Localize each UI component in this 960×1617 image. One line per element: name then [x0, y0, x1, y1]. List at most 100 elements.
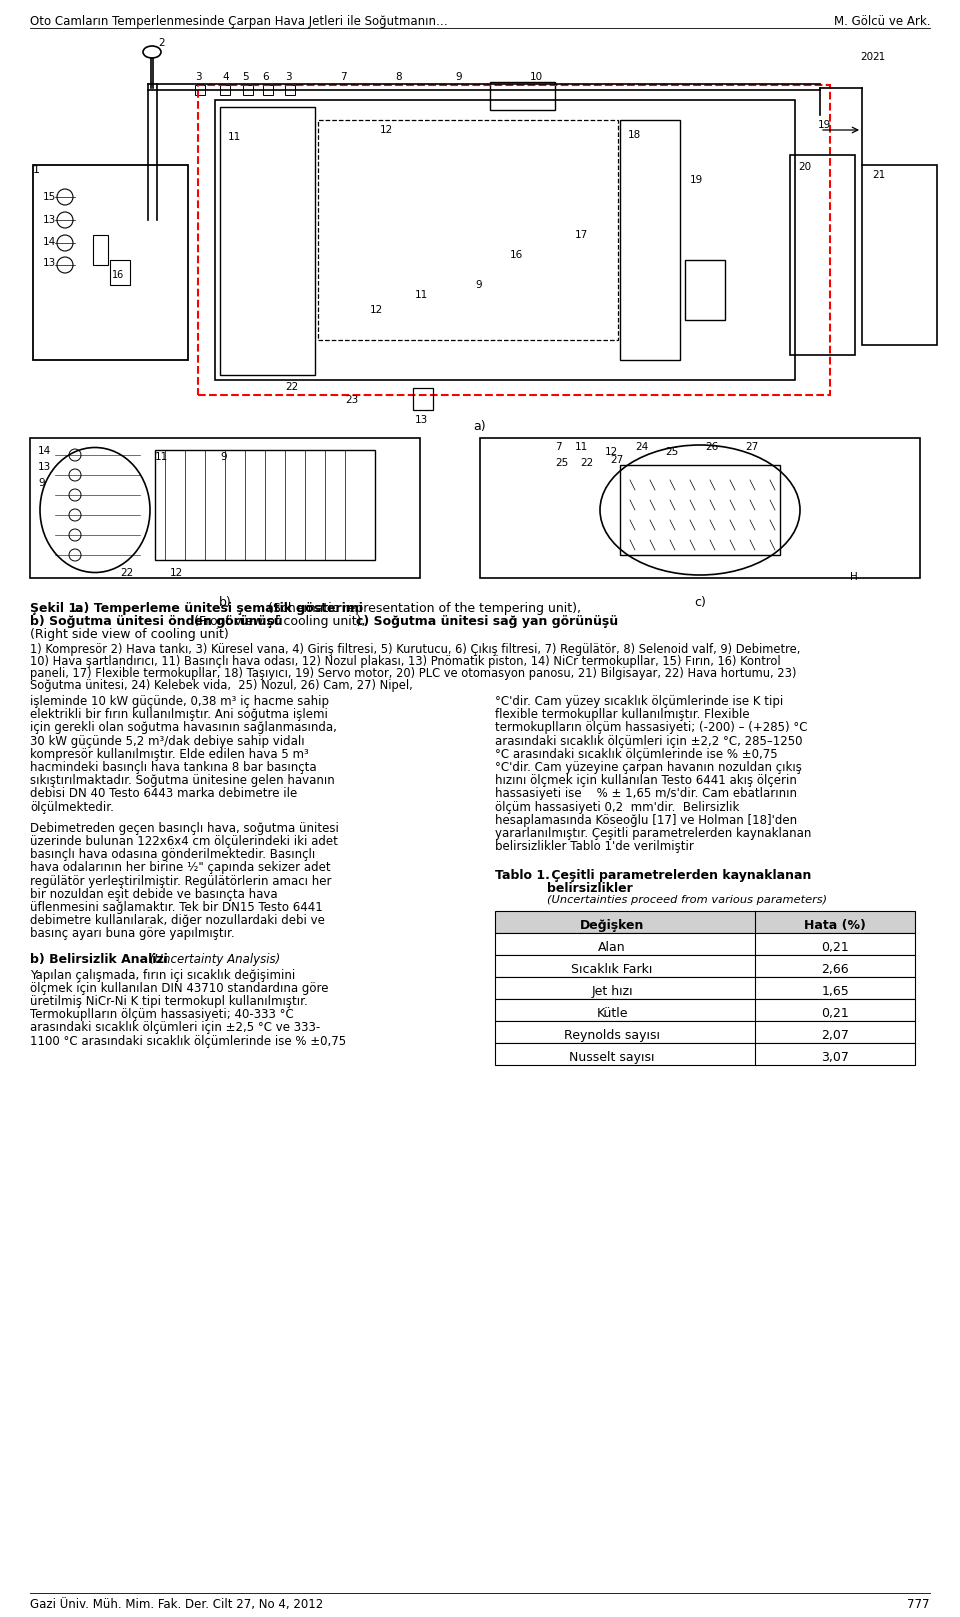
Text: Debimetreden geçen basınçlı hava, soğutma ünitesi: Debimetreden geçen basınçlı hava, soğutm…	[30, 821, 339, 834]
Bar	[33, 165, 188, 361]
Text: 13: 13	[43, 215, 57, 225]
Text: basınçlı hava odasına gönderilmektedir. Basınçlı: basınçlı hava odasına gönderilmektedir. …	[30, 849, 315, 862]
Text: 25: 25	[555, 458, 568, 467]
Text: 4: 4	[222, 73, 228, 82]
Text: 9: 9	[220, 453, 227, 462]
Bar	[862, 165, 937, 344]
Bar	[195, 86, 205, 95]
Text: 2,66: 2,66	[822, 964, 849, 977]
Text: M. Gölcü ve Ark.: M. Gölcü ve Ark.	[833, 15, 930, 27]
Bar	[198, 86, 830, 395]
Text: sıkıştırılmaktadır. Soğutma ünitesine gelen havanın: sıkıştırılmaktadır. Soğutma ünitesine ge…	[30, 775, 335, 787]
Text: 6: 6	[262, 73, 269, 82]
Bar	[413, 388, 433, 411]
Text: 7: 7	[555, 441, 562, 453]
Text: 12: 12	[370, 306, 383, 315]
Text: 16: 16	[112, 270, 124, 280]
Text: 0,21: 0,21	[822, 941, 849, 954]
Text: 22: 22	[580, 458, 593, 467]
Text: 19: 19	[818, 120, 831, 129]
Bar	[790, 155, 855, 356]
Text: 14: 14	[43, 238, 57, 247]
Text: bir nozuldan eşit debide ve basınçta hava: bir nozuldan eşit debide ve basınçta hav…	[30, 888, 277, 901]
Text: 8: 8	[395, 73, 401, 82]
Text: hacmindeki basınçlı hava tankına 8 bar basınçta: hacmindeki basınçlı hava tankına 8 bar b…	[30, 762, 317, 775]
Text: 11: 11	[575, 441, 588, 453]
Text: 1,65: 1,65	[822, 985, 849, 998]
Text: hava odalarının her birine ½" çapında sekizer adet: hava odalarının her birine ½" çapında se…	[30, 862, 330, 875]
Text: °C arasındaki sıcaklık ölçümlerinde ise % ±0,75: °C arasındaki sıcaklık ölçümlerinde ise …	[495, 747, 778, 762]
Text: Çeşitli parametrelerden kaynaklanan: Çeşitli parametrelerden kaynaklanan	[547, 870, 811, 883]
Text: 2: 2	[158, 39, 164, 49]
Text: Oto Camların Temperlenmesinde Çarpan Hava Jetleri ile Soğutmanın…: Oto Camların Temperlenmesinde Çarpan Hav…	[30, 15, 447, 27]
Text: debisi DN 40 Testo 6443 marka debimetre ile: debisi DN 40 Testo 6443 marka debimetre …	[30, 787, 298, 800]
Text: 0,21: 0,21	[822, 1007, 849, 1020]
Text: 16: 16	[510, 251, 523, 260]
Text: °C'dir. Cam yüzey sıcaklık ölçümlerinde ise K tipi: °C'dir. Cam yüzey sıcaklık ölçümlerinde …	[495, 695, 783, 708]
Text: 12: 12	[170, 568, 183, 577]
Text: a) Temperleme ünitesi şematik gösterimi: a) Temperleme ünitesi şematik gösterimi	[75, 602, 363, 614]
Bar	[495, 977, 915, 999]
Text: ölçülmektedir.: ölçülmektedir.	[30, 800, 114, 813]
Bar	[220, 86, 230, 95]
Text: 14: 14	[38, 446, 51, 456]
Bar	[495, 933, 915, 956]
Text: 21: 21	[872, 170, 885, 179]
Text: Yapılan çalışmada, fırın içi sıcaklık değişimini: Yapılan çalışmada, fırın içi sıcaklık de…	[30, 969, 296, 982]
Bar	[495, 1022, 915, 1043]
Bar	[495, 912, 915, 933]
Bar	[480, 438, 920, 577]
Text: üflenmesini sağlamaktır. Tek bir DN15 Testo 6441: üflenmesini sağlamaktır. Tek bir DN15 Te…	[30, 901, 323, 914]
Text: H: H	[850, 572, 857, 582]
Text: 11: 11	[155, 453, 168, 462]
Text: için gerekli olan soğutma havasının sağlanmasında,: için gerekli olan soğutma havasının sağl…	[30, 721, 337, 734]
Text: paneli, 17) Flexible termokupllar, 18) Taşıyıcı, 19) Servo motor, 20) PLC ve oto: paneli, 17) Flexible termokupllar, 18) T…	[30, 666, 797, 681]
Text: 15: 15	[43, 192, 57, 202]
Text: ölçmek için kullanılan DIN 43710 standardına göre: ölçmek için kullanılan DIN 43710 standar…	[30, 982, 328, 994]
Text: 3: 3	[195, 73, 202, 82]
Bar	[318, 120, 618, 340]
Text: 3,07: 3,07	[821, 1051, 850, 1064]
Text: 19: 19	[690, 175, 704, 184]
Text: 11: 11	[228, 133, 241, 142]
Bar	[685, 260, 725, 320]
Text: b) Belirsizlik Analizi: b) Belirsizlik Analizi	[30, 952, 168, 965]
Text: 1) Kompresör 2) Hava tankı, 3) Küresel vana, 4) Giriş filtresi, 5) Kurutucu, 6) : 1) Kompresör 2) Hava tankı, 3) Küresel v…	[30, 644, 801, 657]
Text: Hata (%): Hata (%)	[804, 920, 866, 933]
Text: Değişken: Değişken	[580, 920, 644, 933]
Text: 21: 21	[872, 52, 885, 61]
Text: 22: 22	[120, 568, 133, 577]
Text: 1100 °C arasındaki sıcaklık ölçümlerinde ise % ±0,75: 1100 °C arasındaki sıcaklık ölçümlerinde…	[30, 1035, 347, 1048]
Text: c): c)	[694, 597, 706, 610]
Text: b) Soğutma ünitesi önden görünüşü: b) Soğutma ünitesi önden görünüşü	[30, 614, 282, 627]
Text: Nusselt sayısı: Nusselt sayısı	[569, 1051, 655, 1064]
Bar	[490, 82, 555, 110]
Text: 20: 20	[798, 162, 811, 171]
Text: Soğutma ünitesi, 24) Kelebek vida,  25) Nozul, 26) Cam, 27) Nipel,: Soğutma ünitesi, 24) Kelebek vida, 25) N…	[30, 679, 413, 692]
Text: (Schematic representation of the tempering unit),: (Schematic representation of the temperi…	[264, 602, 581, 614]
Text: üzerinde bulunan 122x6x4 cm ölçülerindeki iki adet: üzerinde bulunan 122x6x4 cm ölçülerindek…	[30, 834, 338, 847]
Text: c) Soğutma ünitesi sağ yan görünüşü: c) Soğutma ünitesi sağ yan görünüşü	[355, 614, 617, 627]
Bar	[285, 86, 295, 95]
Text: 27: 27	[610, 454, 623, 466]
Text: 13: 13	[415, 416, 428, 425]
Text: 3: 3	[285, 73, 292, 82]
Text: arasındaki sıcaklık ölçümleri için ±2,2 °C, 285–1250: arasındaki sıcaklık ölçümleri için ±2,2 …	[495, 734, 803, 747]
Text: (Uncertainty Analysis): (Uncertainty Analysis)	[146, 952, 280, 965]
Text: 23: 23	[345, 395, 358, 404]
Text: 12: 12	[380, 125, 394, 134]
Text: 17: 17	[575, 230, 588, 239]
Bar	[495, 999, 915, 1022]
Text: hassasiyeti ise    % ± 1,65 m/s'dir. Cam ebatlarının: hassasiyeti ise % ± 1,65 m/s'dir. Cam eb…	[495, 787, 797, 800]
Text: işleminde 10 kW güçünde, 0,38 m³ iç hacme sahip: işleminde 10 kW güçünde, 0,38 m³ iç hacm…	[30, 695, 329, 708]
Text: Kütle: Kütle	[596, 1007, 628, 1020]
Text: debimetre kullanılarak, diğer nozullardaki debi ve: debimetre kullanılarak, diğer nozullarda…	[30, 914, 324, 927]
Text: Şekil 1.: Şekil 1.	[30, 602, 82, 614]
Text: °C'dir. Cam yüzeyine çarpan havanın nozuldan çıkış: °C'dir. Cam yüzeyine çarpan havanın nozu…	[495, 762, 802, 775]
Text: 30 kW güçünde 5,2 m³/dak debiye sahip vidalı: 30 kW güçünde 5,2 m³/dak debiye sahip vi…	[30, 734, 304, 747]
Bar	[155, 450, 375, 559]
Text: Alan: Alan	[598, 941, 626, 954]
Text: 2,07: 2,07	[821, 1030, 850, 1043]
Text: b): b)	[219, 597, 231, 610]
Text: 24: 24	[635, 441, 648, 453]
